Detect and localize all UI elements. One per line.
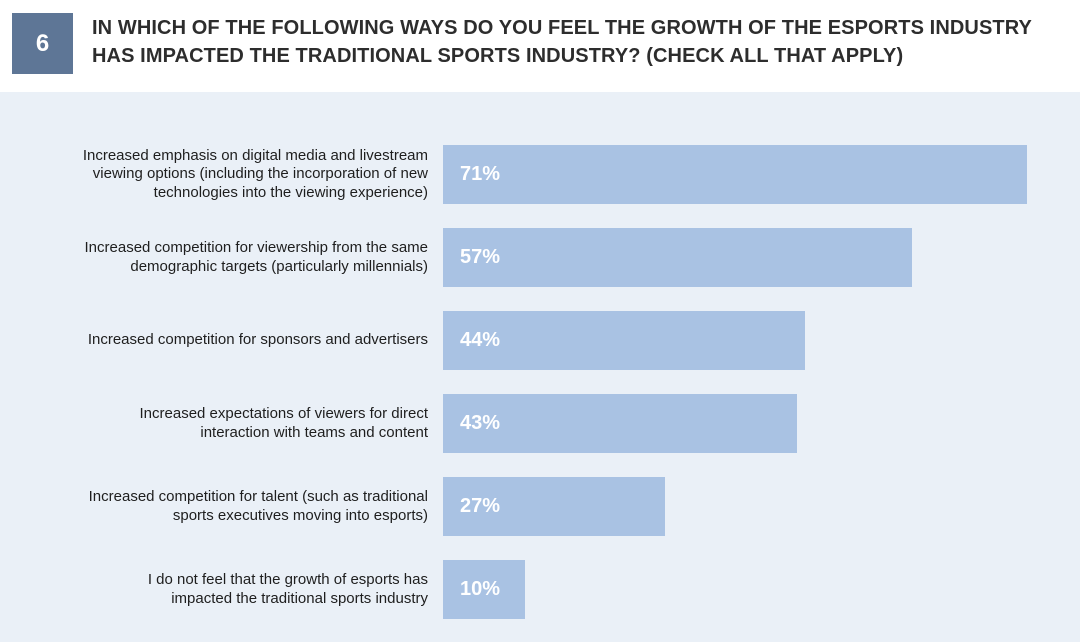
category-label: Increased expectations of viewers for di… (8, 394, 428, 453)
bar (443, 477, 666, 536)
bar (443, 228, 912, 287)
category-label-line: Increased competition for viewership fro… (84, 239, 428, 256)
category-label-line: Increased emphasis on digital media and … (82, 146, 428, 164)
bar (443, 145, 1027, 204)
category-label-line: I do not feel that the growth of esports… (147, 571, 428, 588)
bar-value-label: 57% (460, 246, 501, 268)
bar (443, 394, 797, 453)
category-label-line: Increased competition for sponsors and a… (87, 331, 428, 349)
category-label: Increased competition for viewership fro… (8, 228, 428, 287)
bar-value-label: 10% (460, 578, 501, 600)
bar (443, 560, 526, 619)
category-label-line: technologies into the viewing experience… (153, 183, 428, 201)
bar-value-label: 44% (460, 329, 501, 351)
category-label-line: viewing options (including the incorpora… (92, 165, 428, 183)
category-label-line: impacted the traditional sports industry (171, 589, 428, 607)
category-label: Increased competition for sponsors and a… (8, 311, 428, 370)
category-label-line: demographic targets (particularly millen… (130, 257, 428, 275)
category-label-line: Increased competition for talent (such a… (88, 488, 428, 505)
chart-panel: Increased emphasis on digital media and … (0, 92, 1080, 642)
category-label-line: interaction with teams and content (200, 423, 428, 441)
header: 6 IN WHICH OF THE FOLLOWING WAYS DO YOU … (0, 0, 1080, 92)
chart-title: IN WHICH OF THE FOLLOWING WAYS DO YOU FE… (92, 14, 1052, 70)
bar (443, 311, 805, 370)
bar-value-label: 27% (460, 495, 501, 517)
category-label: Increased competition for talent (such a… (8, 477, 428, 536)
question-number-badge: 6 (12, 13, 73, 74)
category-label-line: sports executives moving into esports) (172, 506, 428, 524)
chart-title-line: IN WHICH OF THE FOLLOWING WAYS DO YOU FE… (92, 17, 1032, 39)
chart-title-line: HAS IMPACTED THE TRADITIONAL SPORTS INDU… (92, 45, 904, 67)
category-label: Increased emphasis on digital media and … (8, 145, 428, 204)
category-label-line: Increased expectations of viewers for di… (139, 405, 428, 422)
bar-value-label: 71% (460, 163, 501, 185)
bar-value-label: 43% (460, 412, 501, 434)
category-label: I do not feel that the growth of esports… (8, 560, 428, 619)
